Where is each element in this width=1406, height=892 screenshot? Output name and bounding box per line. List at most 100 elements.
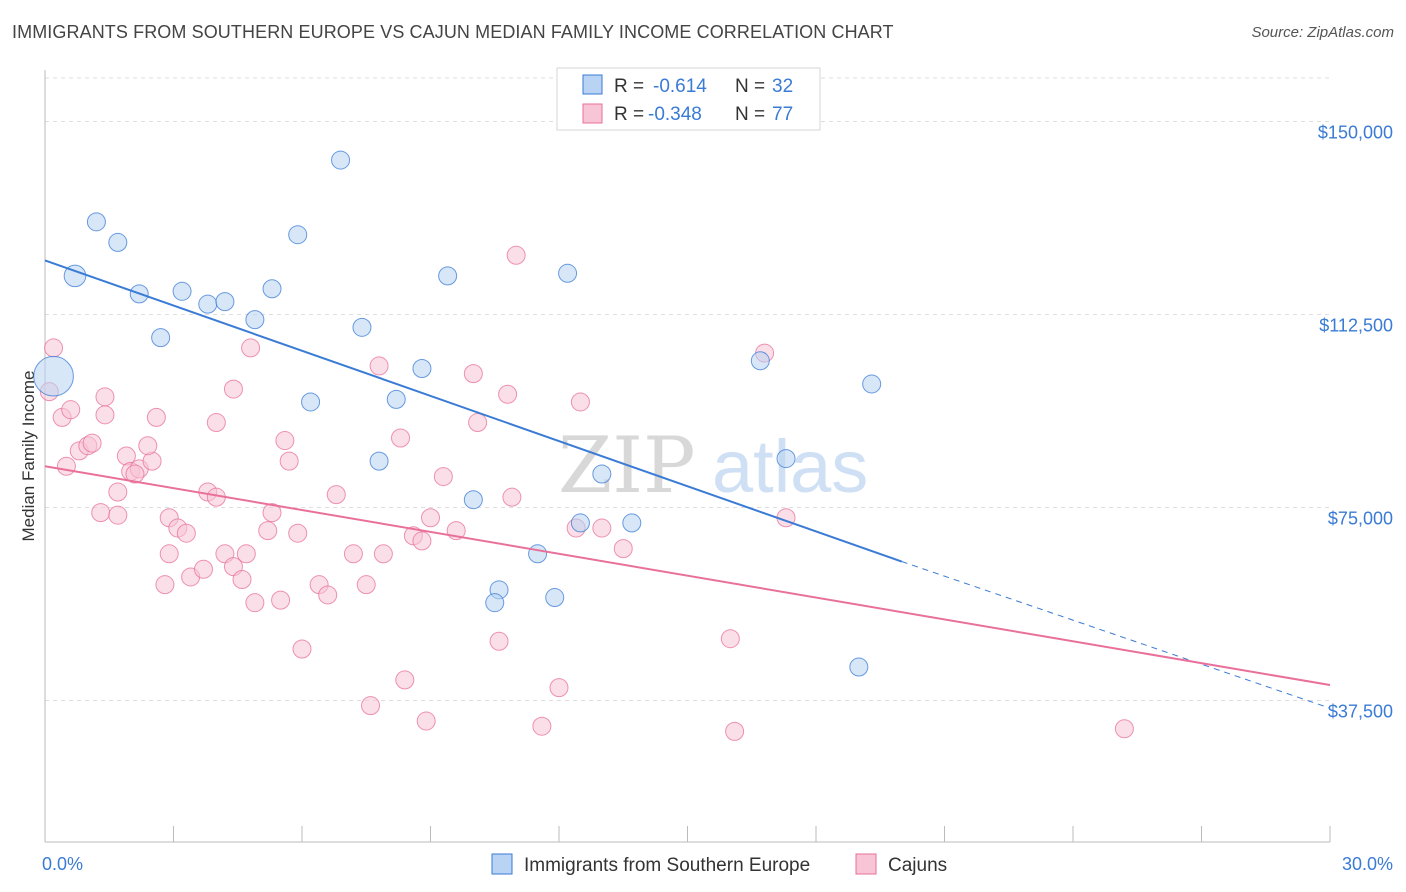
- cajuns-point: [318, 585, 338, 605]
- stats-swatch-blue: [582, 74, 603, 95]
- immigrants-point: [198, 294, 218, 314]
- y-tick-label: $150,000: [1318, 122, 1393, 142]
- cajuns-point: [258, 521, 278, 541]
- chart-title: IMMIGRANTS FROM SOUTHERN EUROPE VS CAJUN…: [12, 22, 894, 42]
- immigrants-point: [369, 451, 389, 471]
- tick-labels: $37,500 $75,000 $112,500 $150,000 0.0% 30.0%: [42, 122, 1393, 874]
- cajuns-point: [613, 539, 633, 559]
- stats-r-label-blue: R =: [614, 76, 644, 97]
- immigrants-point: [849, 657, 869, 677]
- cajuns-point: [82, 433, 102, 453]
- x-tick-label: 30.0%: [1342, 854, 1393, 874]
- stats-n-value-blue: 32: [772, 76, 793, 97]
- cajuns-point: [369, 356, 389, 376]
- cajuns-point: [108, 505, 128, 525]
- stats-r-value-blue: -0.614: [653, 76, 707, 97]
- cajuns-trend-line: [44, 465, 1331, 687]
- immigrants-point: [86, 212, 106, 232]
- immigrants-point: [570, 513, 590, 533]
- immigrants-point: [33, 355, 74, 397]
- cajuns-point: [125, 464, 145, 484]
- cajuns-point: [91, 503, 111, 523]
- y-tick-label: $112,500: [1319, 315, 1393, 335]
- source-credit: Source: ZipAtlas.com: [1251, 24, 1394, 41]
- cajuns-point: [506, 245, 526, 265]
- legend: Immigrants from Southern Europe Cajuns: [491, 853, 947, 876]
- legend-swatch-cajuns: [855, 853, 877, 875]
- cajuns-point: [155, 575, 175, 595]
- immigrants-point: [215, 292, 235, 312]
- cajuns-point: [549, 678, 569, 698]
- cajuns-point: [95, 387, 115, 407]
- cajuns-point: [720, 629, 740, 649]
- cajuns-point: [463, 364, 483, 384]
- immigrants-point: [331, 150, 351, 170]
- immigrants-point: [862, 374, 882, 394]
- cajuns-point: [288, 523, 308, 543]
- legend-swatch-immigrants: [491, 853, 513, 875]
- cajuns-point: [361, 696, 381, 716]
- stats-swatch-pink: [582, 103, 603, 124]
- cajuns-point: [262, 503, 282, 523]
- cajuns-point: [373, 544, 393, 564]
- cajuns-point: [44, 338, 64, 358]
- cajuns-point: [232, 570, 252, 590]
- immigrants-point: [528, 544, 548, 564]
- cajuns-point: [279, 451, 299, 471]
- cajuns-points: [39, 245, 1134, 741]
- cajuns-point: [468, 413, 488, 433]
- immigrants-trend-line: [44, 259, 902, 563]
- immigrants-point: [438, 266, 458, 286]
- cajuns-point: [176, 523, 196, 543]
- cajuns-point: [223, 379, 243, 399]
- watermark-zip: ZIP: [558, 421, 696, 511]
- cajuns-point: [592, 518, 612, 538]
- immigrants-point: [352, 317, 372, 337]
- cajuns-point: [56, 456, 76, 476]
- cajuns-point: [61, 400, 81, 420]
- immigrants-points: [33, 150, 882, 677]
- cajuns-point: [193, 559, 213, 579]
- immigrants-point: [151, 328, 171, 348]
- cajuns-point: [498, 384, 518, 404]
- legend-label-immigrants: Immigrants from Southern Europe: [524, 855, 810, 876]
- cajuns-point: [1114, 719, 1134, 739]
- immigrants-point: [63, 264, 87, 288]
- x-tick-label: 0.0%: [42, 854, 83, 874]
- watermark: ZIP atlas: [558, 421, 868, 511]
- immigrants-point: [463, 490, 483, 510]
- cajuns-point: [241, 338, 261, 358]
- cajuns-point: [356, 575, 376, 595]
- cajuns-point: [138, 436, 158, 456]
- cajuns-point: [570, 392, 590, 412]
- stats-n-value-pink: 77: [772, 104, 793, 125]
- cajuns-point: [391, 428, 411, 448]
- immigrants-point: [592, 464, 612, 484]
- cajuns-point: [502, 487, 522, 507]
- y-axis-title: Median Family Income: [19, 370, 38, 541]
- axes: [44, 70, 1331, 843]
- cajuns-point: [95, 405, 115, 425]
- stats-r-value-pink: -0.348: [648, 104, 702, 125]
- immigrants-point: [545, 588, 565, 608]
- cajuns-point: [412, 531, 432, 551]
- immigrants-point: [776, 449, 796, 469]
- cajuns-point: [433, 467, 453, 487]
- cajuns-point: [146, 407, 166, 427]
- immigrants-point: [412, 359, 432, 379]
- cajuns-point: [206, 413, 226, 433]
- cajuns-point: [292, 639, 312, 659]
- immigrants-trend-extension: [901, 561, 1331, 709]
- cajuns-point: [725, 721, 745, 741]
- cajuns-point: [159, 544, 179, 564]
- cajuns-point: [532, 716, 552, 736]
- cajuns-point: [395, 670, 415, 690]
- trend-lines: [44, 259, 1331, 709]
- immigrants-point: [301, 392, 321, 412]
- stats-n-label-blue: N =: [735, 76, 765, 97]
- cajuns-point: [326, 485, 346, 505]
- immigrants-point: [386, 389, 406, 409]
- cajuns-point: [343, 544, 363, 564]
- cajuns-point: [421, 508, 440, 528]
